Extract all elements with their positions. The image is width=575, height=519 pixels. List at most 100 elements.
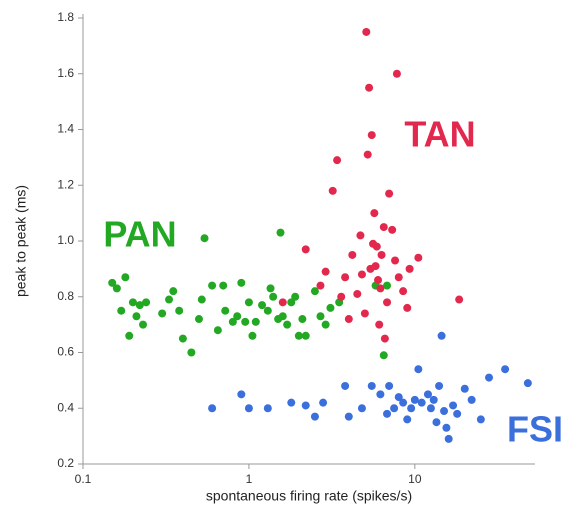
point bbox=[187, 348, 196, 357]
point bbox=[333, 156, 342, 165]
point bbox=[385, 381, 394, 390]
point bbox=[417, 398, 426, 407]
point bbox=[344, 412, 353, 421]
series-label: TAN bbox=[404, 114, 475, 155]
point bbox=[423, 390, 432, 399]
point bbox=[399, 287, 408, 296]
point bbox=[276, 228, 285, 237]
point bbox=[426, 404, 435, 413]
point bbox=[485, 373, 494, 382]
point bbox=[394, 393, 403, 402]
x-axis-title: spontaneous firing rate (spikes/s) bbox=[206, 488, 412, 504]
y-tick-label: 0.6 bbox=[57, 345, 74, 359]
point bbox=[374, 276, 383, 285]
point bbox=[208, 281, 217, 290]
point bbox=[392, 69, 401, 78]
point bbox=[142, 298, 151, 307]
point bbox=[263, 306, 272, 315]
point bbox=[165, 295, 174, 304]
point bbox=[266, 284, 275, 293]
point bbox=[379, 223, 388, 232]
point bbox=[258, 301, 267, 310]
point bbox=[375, 320, 384, 329]
point bbox=[390, 404, 399, 413]
point bbox=[344, 315, 353, 324]
point bbox=[219, 281, 228, 290]
point bbox=[377, 250, 386, 259]
point bbox=[221, 306, 230, 315]
point bbox=[440, 407, 449, 416]
point bbox=[362, 27, 371, 36]
point bbox=[410, 395, 419, 404]
point bbox=[213, 326, 222, 335]
x-tick-label: 0.1 bbox=[75, 472, 92, 486]
point bbox=[128, 298, 137, 307]
point bbox=[251, 317, 260, 326]
y-tick-label: 1.2 bbox=[57, 177, 74, 191]
point bbox=[383, 281, 392, 290]
point bbox=[326, 303, 335, 312]
point bbox=[301, 401, 310, 410]
point bbox=[383, 409, 392, 418]
point bbox=[501, 365, 510, 374]
point bbox=[263, 404, 272, 413]
point bbox=[283, 320, 292, 329]
point bbox=[444, 434, 453, 443]
point bbox=[294, 331, 303, 340]
point bbox=[437, 331, 446, 340]
point bbox=[357, 270, 366, 279]
point bbox=[380, 334, 389, 343]
point bbox=[460, 384, 469, 393]
point bbox=[316, 281, 325, 290]
point bbox=[197, 295, 206, 304]
point bbox=[348, 250, 357, 259]
y-axis-title: peak to peak (ms) bbox=[13, 185, 29, 297]
point bbox=[407, 404, 416, 413]
point bbox=[435, 381, 444, 390]
series-label: PAN bbox=[103, 214, 176, 255]
point bbox=[169, 287, 178, 296]
point bbox=[399, 398, 408, 407]
point bbox=[228, 317, 237, 326]
point bbox=[278, 298, 287, 307]
point bbox=[414, 365, 423, 374]
point bbox=[356, 231, 365, 240]
point bbox=[310, 412, 319, 421]
point bbox=[328, 186, 337, 195]
point bbox=[442, 423, 451, 432]
point bbox=[429, 395, 438, 404]
point bbox=[360, 309, 369, 318]
point bbox=[337, 292, 346, 301]
point bbox=[139, 320, 148, 329]
point bbox=[208, 404, 217, 413]
point bbox=[237, 390, 246, 399]
point bbox=[341, 381, 350, 390]
point bbox=[244, 298, 253, 307]
point bbox=[244, 404, 253, 413]
point bbox=[388, 225, 397, 234]
point bbox=[394, 273, 403, 282]
point bbox=[269, 292, 278, 301]
y-tick-label: 1.6 bbox=[57, 66, 74, 80]
point bbox=[385, 189, 394, 198]
point bbox=[278, 312, 287, 321]
point bbox=[357, 404, 366, 413]
point bbox=[301, 245, 310, 254]
point bbox=[117, 306, 126, 315]
point bbox=[376, 390, 385, 399]
point bbox=[316, 312, 325, 321]
point bbox=[363, 150, 372, 159]
point bbox=[367, 131, 376, 140]
point bbox=[372, 242, 381, 251]
point bbox=[379, 351, 388, 360]
point bbox=[367, 381, 376, 390]
point bbox=[376, 284, 385, 293]
point bbox=[319, 398, 328, 407]
point bbox=[287, 398, 296, 407]
point bbox=[291, 292, 300, 301]
point bbox=[321, 267, 330, 276]
x-tick-label: 10 bbox=[408, 472, 422, 486]
point bbox=[432, 418, 441, 427]
y-tick-label: 0.8 bbox=[57, 289, 74, 303]
